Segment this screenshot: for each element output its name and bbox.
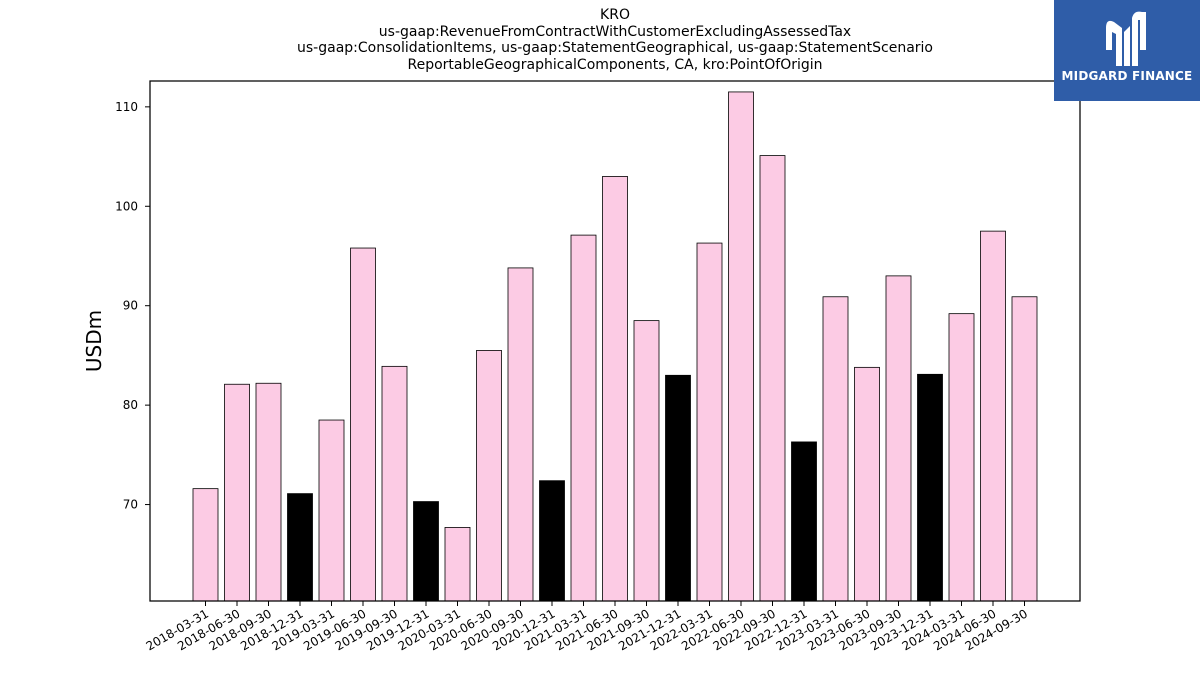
bar-2021-06-30 [602,176,628,602]
bar-2019-03-31 [318,419,345,602]
bar-2022-06-30 [728,91,754,602]
bar-2024-03-31 [948,313,975,602]
logo-text: MIDGARD FINANCE [1061,69,1193,83]
bar-2023-06-30 [854,366,880,602]
bar-2018-12-31 [287,493,313,602]
y-axis-label: USDm [82,310,106,372]
bar-2020-06-30 [476,350,502,602]
title-line: us-gaap:RevenueFromContractWithCustomerE… [378,23,852,40]
bar-2022-09-30 [759,155,786,602]
bar-2024-09-30 [1011,296,1038,602]
bars-group [192,91,1038,602]
y-tick-label: 110 [115,100,138,114]
bar-2022-12-31 [791,441,817,602]
y-tick-label: 90 [123,299,138,313]
bar-2023-03-31 [822,296,849,602]
bar-2018-06-30 [224,383,250,602]
bar-2020-09-30 [507,267,534,602]
title-line: us-gaap:ConsolidationItems, us-gaap:Stat… [297,40,933,56]
bar-2023-12-31 [917,373,943,602]
bar-2018-03-31 [192,488,219,602]
y-tick-label: 70 [123,498,138,512]
bar-2019-06-30 [350,247,376,602]
bar-2019-12-31 [413,501,439,602]
title-line: ReportableGeographicalComponents, CA, kr… [407,56,823,73]
bar-2021-09-30 [633,320,660,602]
y-tick-label: 100 [115,199,138,213]
bar-2020-12-31 [539,480,565,602]
bar-2021-03-31 [570,234,597,602]
x-axis: 2018-03-312018-06-302018-09-302018-12-31… [144,601,1030,653]
y-tick-label: 80 [123,398,138,412]
y-axis: 70 80 90 100 110 [115,100,150,512]
bar-2019-09-30 [381,365,408,602]
bar-2023-09-30 [885,275,912,602]
bar-2022-03-31 [696,242,723,602]
brand-logo: MIDGARD FINANCE [1054,0,1200,101]
bar-2024-06-30 [980,230,1006,602]
bar-2018-09-30 [255,382,282,602]
chart-title: KRO us-gaap:RevenueFromContractWithCusto… [150,7,1080,73]
bar-2021-12-31 [665,374,691,602]
midgard-logo-icon [1106,11,1146,67]
title-line: KRO [600,7,630,23]
bar-2020-03-31 [444,527,471,602]
